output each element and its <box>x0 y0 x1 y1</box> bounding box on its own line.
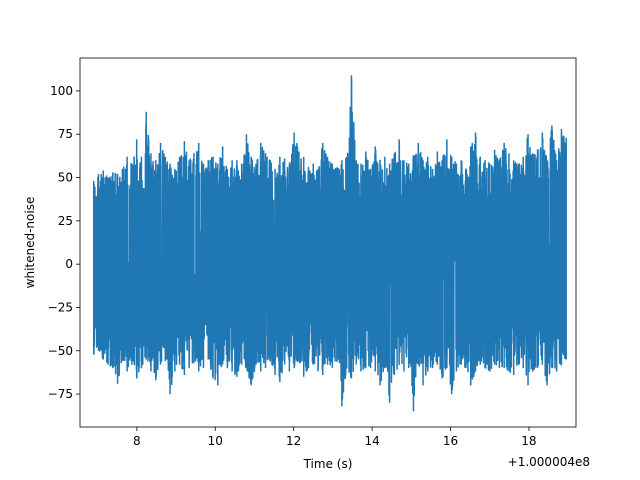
y-axis-label: whitened-noise <box>23 197 37 289</box>
y-axis-ticks: −75 −50 −25 0 25 50 75 100 <box>48 84 80 401</box>
x-tick-label: 16 <box>443 434 458 448</box>
series-line-0 <box>92 75 567 412</box>
y-tick-label: 100 <box>50 84 73 98</box>
x-axis-label: Time (s) <box>303 457 353 471</box>
y-tick-label: 0 <box>65 257 73 271</box>
x-axis-ticks: 8 10 12 14 16 18 <box>133 427 537 448</box>
y-tick-label: 50 <box>58 171 73 185</box>
x-tick-label: 10 <box>208 434 223 448</box>
y-tick-label: 25 <box>58 214 73 228</box>
x-axis-offset-label: +1.000004e8 <box>508 455 590 469</box>
x-tick-label: 14 <box>364 434 379 448</box>
y-tick-label: −25 <box>48 300 73 314</box>
x-tick-label: 12 <box>286 434 301 448</box>
y-tick-label: 75 <box>58 127 73 141</box>
x-tick-label: 18 <box>521 434 536 448</box>
series-layer <box>92 75 567 412</box>
y-tick-label: −75 <box>48 387 73 401</box>
x-tick-label: 8 <box>133 434 141 448</box>
plot-area-frame <box>79 57 577 428</box>
y-tick-label: −50 <box>48 344 73 358</box>
